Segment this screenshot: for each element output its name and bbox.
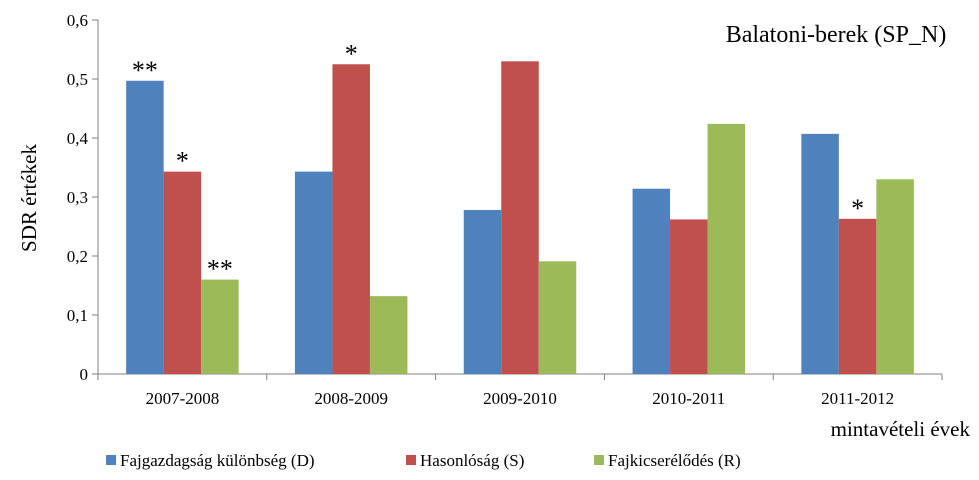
- legend-label: Fajkicserélődés (R): [608, 451, 741, 470]
- legend: Fajgazdagság különbség (D) Hasonlóság (S)…: [106, 451, 741, 470]
- y-tick-label: 0,1: [67, 306, 88, 325]
- x-tick-label: 2011-2012: [821, 389, 894, 408]
- bar: [801, 133, 839, 374]
- bar: [707, 123, 746, 374]
- bar: [201, 279, 239, 374]
- bar: [670, 219, 708, 374]
- bar: [463, 209, 502, 374]
- bar: [876, 179, 914, 374]
- bar: [369, 296, 408, 374]
- bar: [838, 218, 877, 374]
- legend-swatch: [594, 455, 604, 465]
- bar: [632, 188, 671, 374]
- significance-label: **: [132, 56, 158, 85]
- bar: [294, 171, 333, 374]
- chart-title: Balatoni-berek (SP_N): [726, 22, 947, 48]
- legend-label: Hasonlóság (S): [420, 451, 524, 470]
- bar: [501, 61, 539, 375]
- plot-area: 0 0,1 0,2 0,3 0,4 0,5 0,6 2007-2008 2008-2009 200…: [67, 11, 943, 408]
- significance-label: **: [207, 255, 233, 284]
- x-tick-label: 2010-2011: [652, 389, 725, 408]
- x-tick-label: 2008-2009: [314, 389, 388, 408]
- legend-label: Fajgazdagság különbség (D): [120, 451, 315, 470]
- bar: [538, 261, 577, 374]
- x-tick-label: 2007-2008: [146, 389, 220, 408]
- legend-swatch: [106, 455, 116, 465]
- significance-label: *: [176, 147, 189, 176]
- bar: [126, 80, 164, 375]
- y-tick-label: 0,5: [67, 70, 88, 89]
- significance-label: *: [345, 39, 358, 68]
- y-tick-label: 0,3: [67, 188, 88, 207]
- y-tick-label: 0: [80, 365, 89, 384]
- x-axis-title: mintavételi évek: [831, 417, 971, 441]
- y-tick-label: 0,2: [67, 247, 88, 266]
- significance-label: *: [851, 194, 864, 223]
- bar: [332, 64, 370, 374]
- y-tick-label: 0,4: [67, 129, 89, 148]
- y-axis-title: SDR értékek: [17, 144, 41, 252]
- x-tick-label: 2009-2010: [483, 389, 557, 408]
- legend-swatch: [406, 455, 416, 465]
- bar: [163, 171, 202, 374]
- y-tick-label: 0,6: [67, 11, 88, 30]
